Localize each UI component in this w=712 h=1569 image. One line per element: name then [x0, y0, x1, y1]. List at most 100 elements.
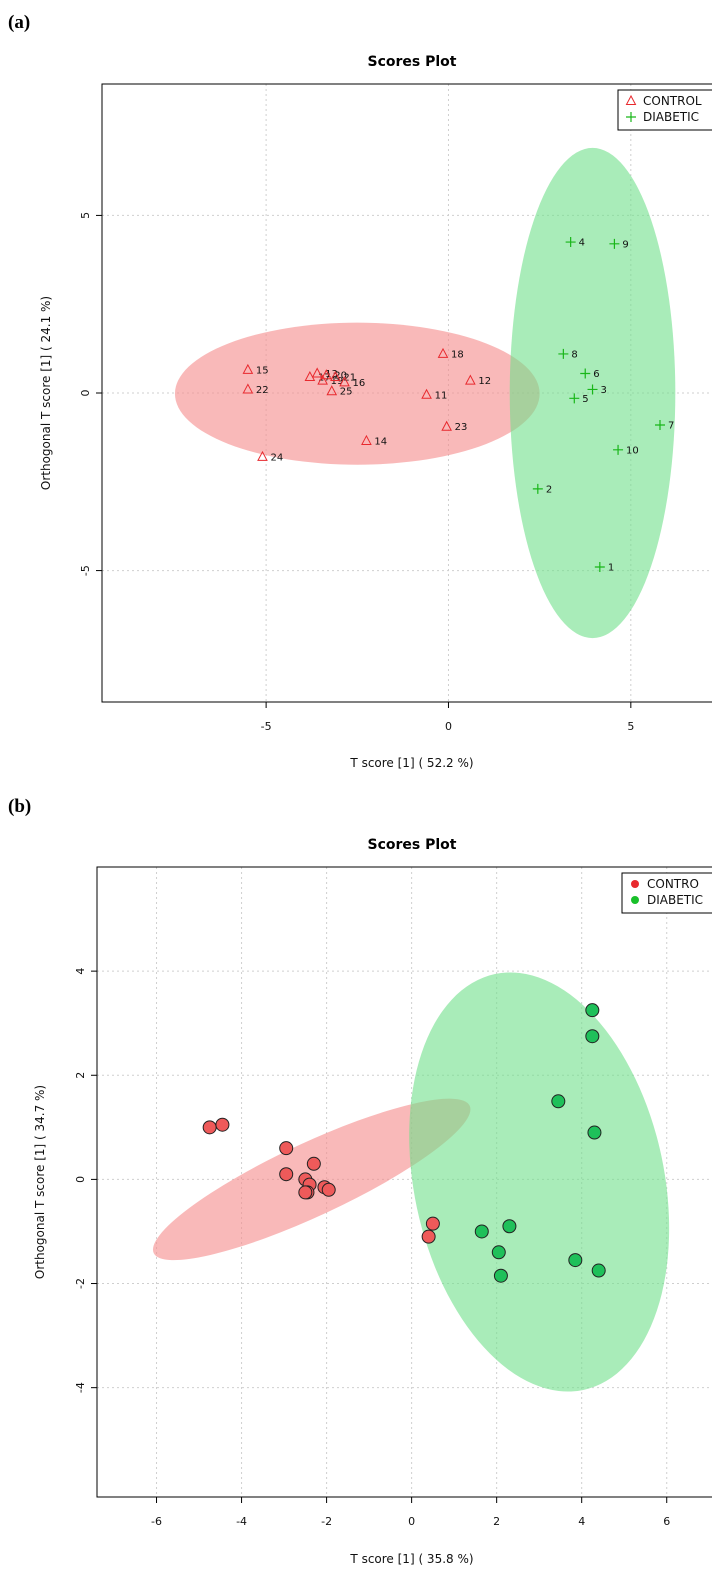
control-point [326, 385, 338, 396]
legend-label: CONTROL [643, 94, 702, 108]
point-label: 12 [478, 376, 491, 387]
point-label: 14 [374, 436, 387, 447]
legend-box [621, 872, 712, 914]
point-label: 11 [435, 390, 448, 401]
diabetic-point [474, 1224, 489, 1239]
point-label: 5 [582, 394, 588, 405]
x-tick-label: -4 [236, 1515, 247, 1528]
point-label: 6 [593, 369, 599, 380]
panel-a-x-axis-label: T score [1] ( 52.2 %) [349, 756, 473, 770]
panel-b-x-axis-label: T score [1] ( 35.8 %) [349, 1552, 473, 1566]
panel-a-title: Scores Plot [368, 54, 457, 70]
legend-plus-icon [626, 112, 636, 122]
diabetic-point [585, 1003, 600, 1018]
diabetic-point [591, 1263, 606, 1278]
control-point [298, 1185, 313, 1200]
x-tick-label: 5 [627, 720, 634, 733]
control-point [441, 420, 452, 431]
point-label: 8 [571, 349, 577, 360]
diabetic-point [493, 1268, 508, 1283]
panel-b-legend: CONTRO DIABETIC [621, 872, 712, 914]
x-tick-label: -6 [151, 1515, 162, 1528]
point-label: 7 [668, 420, 674, 431]
y-tick-label: 5 [79, 212, 92, 219]
panel-b-axes: -6 -4 -2 0 2 4 6 -4 -2 0 2 4 [74, 968, 670, 1528]
control-point [317, 374, 328, 385]
y-tick-label: -4 [74, 1382, 87, 1393]
panel-b-plot-frame [96, 866, 712, 1498]
point-label: 13 [325, 369, 338, 380]
control-point [330, 370, 341, 382]
point-label: 2 [546, 484, 552, 495]
x-tick-label: 6 [663, 1515, 670, 1528]
confidence-ellipse-diabetic [409, 972, 670, 1392]
confidence-ellipse-control [174, 322, 540, 465]
control-point [242, 363, 254, 374]
control-point [437, 347, 449, 358]
control-point [279, 1167, 294, 1182]
diabetic-point [587, 1125, 602, 1140]
y-tick-label: 4 [74, 968, 87, 975]
legend-box [617, 89, 712, 131]
diabetic-point [585, 1029, 600, 1044]
x-tick-label: 0 [408, 1515, 415, 1528]
point-label: 3 [601, 385, 607, 396]
control-point [320, 369, 332, 380]
point-label: 19 [331, 376, 344, 387]
diabetic-point [580, 368, 591, 379]
legend-label: CONTRO [647, 877, 699, 891]
panel-a-label: (a) [8, 12, 30, 33]
y-tick-label: -2 [74, 1278, 87, 1289]
panel-a: (a) Scores Plot T score [1] ( 52.2 %) Or… [8, 12, 712, 770]
point-label: 9 [622, 239, 628, 250]
x-tick-label: 4 [578, 1515, 585, 1528]
diabetic-point [532, 483, 543, 494]
diabetic-point [568, 1253, 583, 1268]
y-tick-label: 0 [74, 1176, 87, 1183]
diabetic-point [613, 444, 624, 455]
legend-triangle-icon [625, 94, 637, 105]
control-point [202, 1120, 217, 1135]
control-point [421, 1229, 436, 1244]
point-label: 23 [455, 422, 468, 433]
point-label: 16 [353, 378, 366, 389]
point-label: 21 [343, 373, 356, 384]
point-label: 10 [626, 445, 639, 456]
x-tick-label: 0 [445, 720, 452, 733]
diabetic-point [587, 384, 598, 395]
y-tick-label: 0 [79, 390, 92, 397]
point-label: 4 [579, 238, 585, 249]
panel-a-legend: CONTROL DIABETIC [617, 89, 712, 131]
panel-b-title: Scores Plot [368, 837, 457, 853]
point-label: 25 [340, 387, 353, 398]
x-tick-label: -5 [261, 720, 272, 733]
point-label: 20 [334, 371, 347, 382]
control-point [425, 1216, 440, 1231]
control-point [279, 1141, 294, 1156]
control-point [339, 376, 350, 387]
point-label: 18 [451, 349, 464, 360]
control-point [311, 367, 323, 378]
diabetic-point [551, 1094, 566, 1109]
control-point [361, 434, 372, 445]
legend-dot-icon [631, 896, 639, 904]
point-label: 24 [270, 452, 283, 463]
y-tick-label: 2 [74, 1072, 87, 1079]
control-point [304, 370, 316, 382]
control-point [421, 388, 432, 399]
diabetic-point [609, 238, 620, 249]
panel-a-y-axis-label: Orthogonal T score [1] ( 24.1 %) [39, 296, 53, 490]
diabetic-point [594, 562, 605, 573]
panel-a-axes: -5 0 5 -5 0 5 [79, 212, 634, 733]
point-label: 1 [608, 563, 614, 574]
point-label: 15 [256, 365, 269, 376]
control-point [321, 1182, 336, 1197]
panel-b-points [202, 1003, 606, 1283]
control-point [257, 450, 268, 461]
y-tick-label: -5 [79, 565, 92, 576]
legend-label: DIABETIC [643, 110, 699, 124]
x-tick-label: -2 [321, 1515, 332, 1528]
diabetic-point [569, 393, 580, 404]
